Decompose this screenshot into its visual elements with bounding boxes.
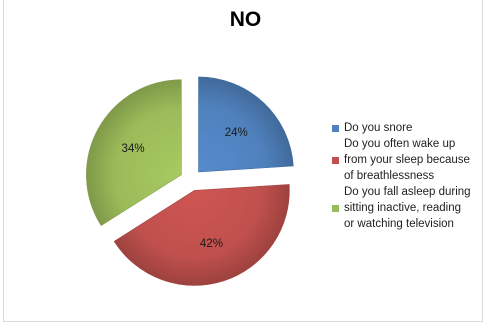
legend-item-1: Do you often wake up from your sleep bec…	[332, 136, 488, 184]
legend-swatch-2	[332, 204, 339, 212]
data-label-1: 42%	[200, 238, 223, 250]
chart-legend: Do you snore Do you often wake up from yo…	[332, 120, 488, 232]
legend-swatch-1	[332, 156, 339, 164]
data-label-0: 24%	[225, 127, 248, 139]
legend-item-2: Do you fall asleep during sitting inacti…	[332, 184, 488, 232]
chart-title: NO	[229, 8, 262, 31]
data-label-2: 34%	[122, 143, 145, 155]
legend-label-0: Do you snore	[344, 122, 413, 134]
legend-label-1: Do you often wake up from your sleep bec…	[344, 138, 470, 182]
legend-item-0: Do you snore	[332, 120, 488, 136]
legend-label-2: Do you fall asleep during sitting inacti…	[344, 186, 471, 230]
legend-swatch-0	[332, 124, 339, 132]
pie-slice-0	[198, 76, 294, 173]
pie-slice-2	[86, 79, 182, 227]
pie-slice-1	[113, 184, 290, 286]
